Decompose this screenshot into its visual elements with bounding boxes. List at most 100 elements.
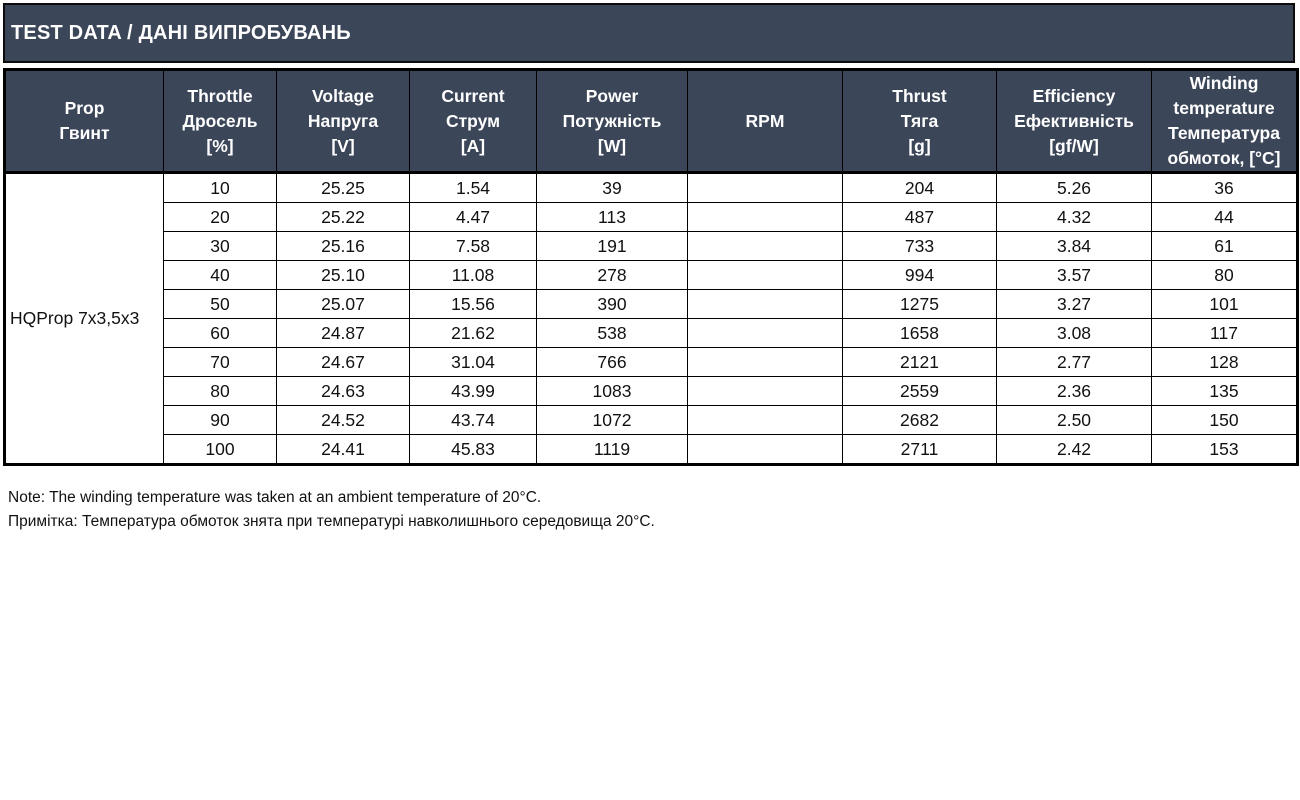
header-row: Prop Гвинт Throttle Дросель [%] Voltage …: [4, 69, 1298, 174]
thrust-cell: 2121: [842, 347, 997, 377]
table-body: HQProp 7x3,5x3 10 25.25 1.54 39 204 5.26…: [4, 172, 1298, 465]
thrust-cell: 2682: [842, 405, 997, 435]
header-prop-line: Гвинт: [59, 123, 110, 143]
thrust-cell: 2559: [842, 376, 997, 406]
winding-temp-cell: 101: [1151, 289, 1298, 319]
header-current-line: Current: [441, 85, 505, 106]
current-cell: 11.08: [409, 260, 537, 290]
rpm-cell: [687, 318, 843, 348]
current-cell: 4.47: [409, 202, 537, 232]
table-row: 70 24.67 31.04 766 2121 2.77 128: [5, 347, 1298, 377]
winding-temp-cell: 61: [1151, 231, 1298, 261]
voltage-cell: 25.07: [276, 289, 410, 319]
test-data-table-container: Prop Гвинт Throttle Дросель [%] Voltage …: [3, 68, 1299, 466]
header-rpm: RPM: [687, 69, 843, 174]
table-row: 30 25.16 7.58 191 733 3.84 61: [5, 231, 1298, 261]
header-prop-line: Prop: [64, 98, 105, 118]
voltage-cell: 24.63: [276, 376, 410, 406]
efficiency-cell: 2.50: [996, 405, 1152, 435]
header-throttle-line: Throttle: [187, 85, 253, 106]
header-power-line: [W]: [597, 135, 627, 156]
rpm-cell: [687, 202, 843, 232]
table-header: Prop Гвинт Throttle Дросель [%] Voltage …: [4, 69, 1298, 174]
thrust-cell: 2711: [842, 434, 997, 465]
current-cell: 31.04: [409, 347, 537, 377]
efficiency-cell: 3.08: [996, 318, 1152, 348]
power-cell: 1119: [536, 434, 688, 465]
rpm-cell: [687, 347, 843, 377]
header-efficiency: Efficiency Ефективність [gf/W]: [996, 69, 1152, 174]
efficiency-cell: 3.84: [996, 231, 1152, 261]
power-cell: 766: [536, 347, 688, 377]
voltage-cell: 25.25: [276, 172, 410, 203]
thrust-cell: 1275: [842, 289, 997, 319]
throttle-cell: 50: [163, 289, 277, 319]
table-row: 60 24.87 21.62 538 1658 3.08 117: [5, 318, 1298, 348]
winding-temp-cell: 44: [1151, 202, 1298, 232]
note-english: Note: The winding temperature was taken …: [8, 489, 542, 506]
test-data-table: Prop Гвинт Throttle Дросель [%] Voltage …: [3, 68, 1299, 466]
power-cell: 39: [536, 172, 688, 203]
current-cell: 7.58: [409, 231, 537, 261]
header-rpm-line: RPM: [745, 110, 785, 131]
table-row: 90 24.52 43.74 1072 2682 2.50 150: [5, 405, 1298, 435]
page-title: TEST DATA / ДАНІ ВИПРОБУВАНЬ: [11, 21, 351, 44]
voltage-cell: 24.52: [276, 405, 410, 435]
rpm-cell: [687, 376, 843, 406]
power-cell: 278: [536, 260, 688, 290]
winding-temp-cell: 36: [1151, 172, 1298, 203]
header-winding-line: Температура: [1168, 123, 1280, 143]
table-row: 20 25.22 4.47 113 487 4.32 44: [5, 202, 1298, 232]
rpm-cell: [687, 231, 843, 261]
note-ukrainian: Примітка: Температура обмоток знята при …: [8, 513, 655, 530]
current-cell: 15.56: [409, 289, 537, 319]
table-row: 40 25.10 11.08 278 994 3.57 80: [5, 260, 1298, 290]
header-thrust: Thrust Тяга [g]: [842, 69, 997, 174]
header-current-line: Струм: [445, 110, 501, 131]
throttle-cell: 100: [163, 434, 277, 465]
winding-temp-cell: 117: [1151, 318, 1298, 348]
thrust-cell: 733: [842, 231, 997, 261]
header-efficiency-line: Ефективність: [1014, 110, 1134, 131]
voltage-cell: 24.67: [276, 347, 410, 377]
current-cell: 43.74: [409, 405, 537, 435]
throttle-cell: 80: [163, 376, 277, 406]
current-cell: 21.62: [409, 318, 537, 348]
power-cell: 191: [536, 231, 688, 261]
winding-temp-cell: 128: [1151, 347, 1298, 377]
header-voltage: Voltage Напруга [V]: [276, 69, 410, 174]
efficiency-cell: 2.36: [996, 376, 1152, 406]
winding-temp-cell: 153: [1151, 434, 1298, 465]
throttle-cell: 70: [163, 347, 277, 377]
header-throttle-line: Дросель: [182, 110, 258, 131]
power-cell: 1083: [536, 376, 688, 406]
header-efficiency-line: Efficiency: [1032, 85, 1116, 106]
voltage-cell: 24.41: [276, 434, 410, 465]
header-voltage-line: [V]: [331, 135, 355, 156]
header-voltage-line: Напруга: [307, 110, 379, 131]
voltage-cell: 25.16: [276, 231, 410, 261]
power-cell: 390: [536, 289, 688, 319]
rpm-cell: [687, 172, 843, 203]
rpm-cell: [687, 289, 843, 319]
header-prop: Prop Гвинт: [4, 69, 164, 174]
table-row: HQProp 7x3,5x3 10 25.25 1.54 39 204 5.26…: [4, 172, 1298, 465]
header-winding-temperature: Winding temperature Температура обмоток,…: [1151, 69, 1298, 174]
header-current: Current Струм [A]: [409, 69, 537, 174]
efficiency-cell: 2.42: [996, 434, 1152, 465]
header-winding-line: обмоток, [°C]: [1167, 148, 1281, 168]
prop-name-cell: HQProp 7x3,5x3: [4, 172, 164, 465]
winding-temp-cell: 150: [1151, 405, 1298, 435]
header-winding-line: Winding: [1189, 73, 1259, 93]
thrust-cell: 1658: [842, 318, 997, 348]
current-cell: 45.83: [409, 434, 537, 465]
header-power: Power Потужність [W]: [536, 69, 688, 174]
header-winding-line: temperature: [1173, 98, 1275, 118]
table-row: 50 25.07 15.56 390 1275 3.27 101: [5, 289, 1298, 319]
throttle-cell: 90: [163, 405, 277, 435]
header-power-line: Потужність: [562, 110, 662, 131]
table-row: 100 24.41 45.83 1119 2711 2.42 153: [5, 434, 1298, 465]
header-thrust-line: Тяга: [900, 110, 939, 131]
current-cell: 1.54: [409, 172, 537, 203]
efficiency-cell: 4.32: [996, 202, 1152, 232]
